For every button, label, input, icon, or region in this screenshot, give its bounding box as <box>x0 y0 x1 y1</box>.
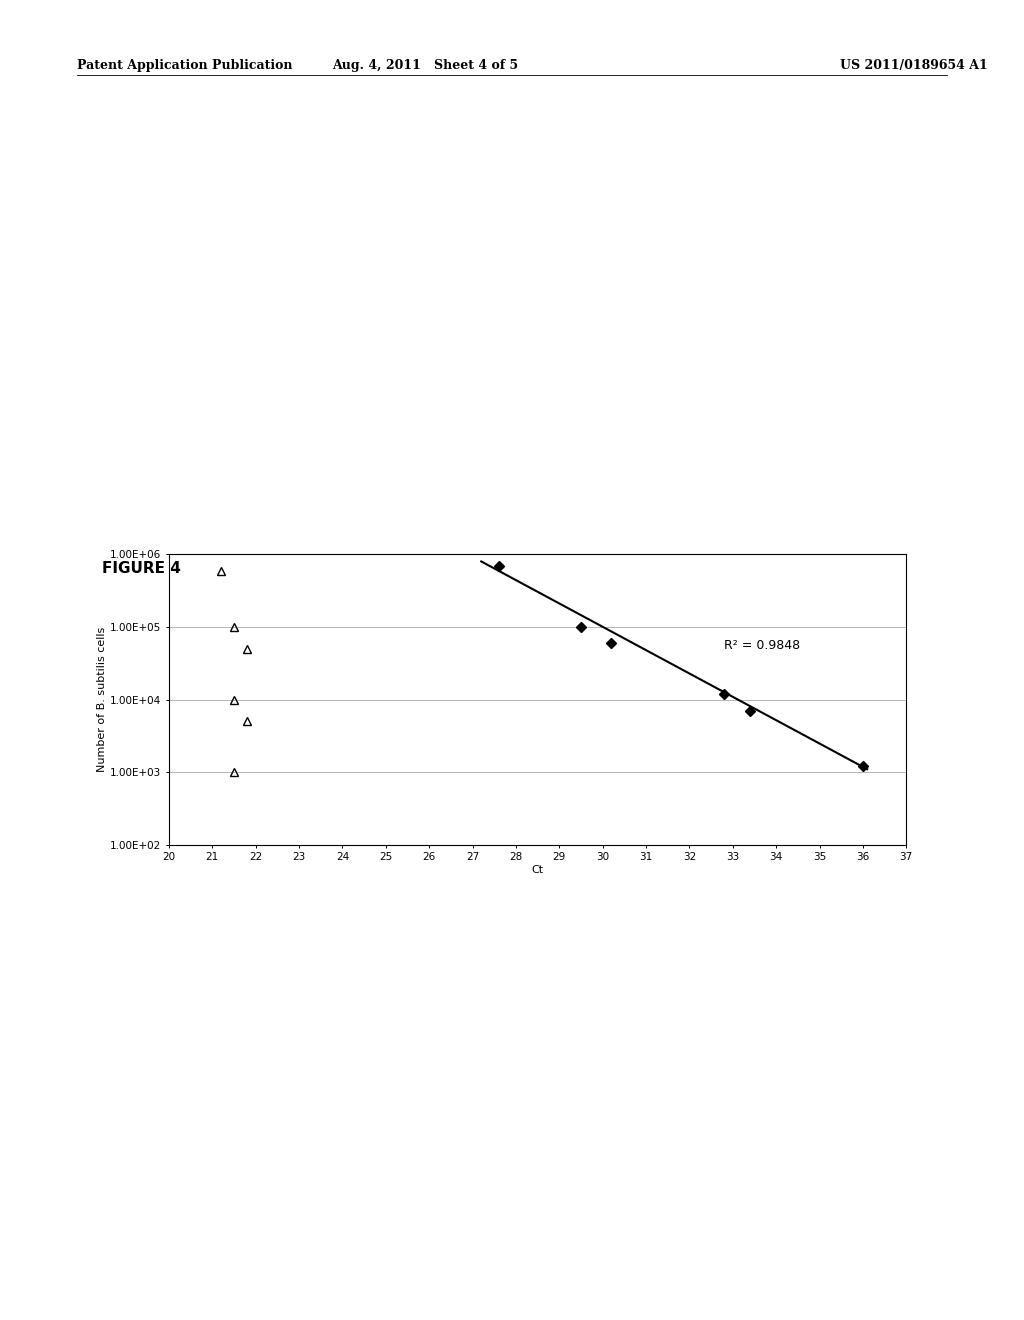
Text: US 2011/0189654 A1: US 2011/0189654 A1 <box>840 59 987 73</box>
Text: Patent Application Publication: Patent Application Publication <box>77 59 292 73</box>
Text: Aug. 4, 2011   Sheet 4 of 5: Aug. 4, 2011 Sheet 4 of 5 <box>332 59 518 73</box>
Text: FIGURE 4: FIGURE 4 <box>102 561 181 576</box>
Text: R² = 0.9848: R² = 0.9848 <box>724 639 800 652</box>
X-axis label: Ct: Ct <box>531 865 544 875</box>
Y-axis label: Number of B. subtilis cells: Number of B. subtilis cells <box>97 627 108 772</box>
